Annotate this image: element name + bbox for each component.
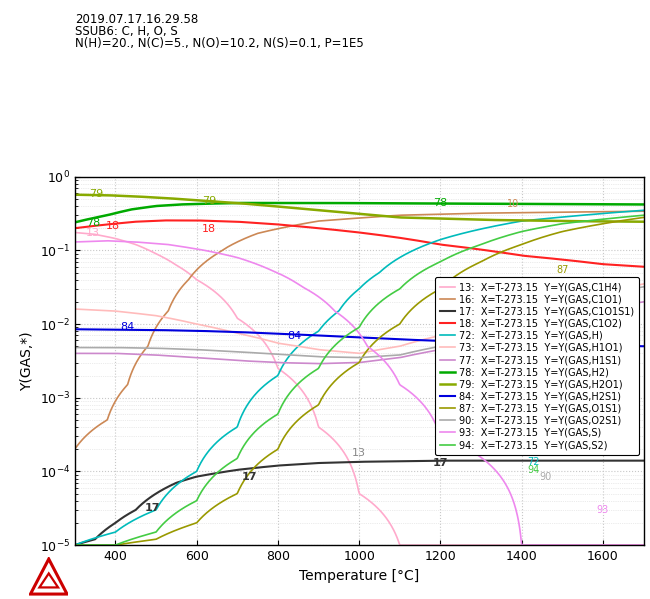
Text: 78: 78: [434, 198, 447, 208]
Text: 72: 72: [528, 457, 540, 467]
Text: 17: 17: [144, 503, 160, 513]
Text: 13: 13: [352, 447, 366, 458]
Text: 84: 84: [287, 331, 301, 341]
Text: 93: 93: [508, 447, 519, 458]
Text: 18: 18: [202, 224, 216, 234]
Text: 17: 17: [433, 458, 448, 468]
X-axis label: Temperature [°C]: Temperature [°C]: [299, 568, 419, 582]
Text: 79: 79: [202, 196, 216, 206]
Text: 13: 13: [86, 228, 100, 238]
Text: 17: 17: [242, 471, 257, 482]
Text: 84: 84: [120, 322, 135, 332]
Text: 2019.07.17.16.29.58: 2019.07.17.16.29.58: [75, 13, 198, 26]
Text: 90: 90: [540, 471, 552, 482]
Text: 78: 78: [86, 218, 100, 228]
Text: 18: 18: [107, 221, 120, 231]
Text: SSUB6: C, H, O, S: SSUB6: C, H, O, S: [75, 25, 177, 38]
Text: N(H)=20., N(C)=5., N(O)=10.2, N(S)=0.1, P=1E5: N(H)=20., N(C)=5., N(O)=10.2, N(S)=0.1, …: [75, 37, 363, 50]
Y-axis label: Y(GAS,*): Y(GAS,*): [20, 331, 34, 391]
Text: 87: 87: [556, 265, 569, 274]
Text: 79: 79: [89, 189, 103, 199]
Text: 10: 10: [508, 199, 519, 209]
Legend: 13:  X=T-273.15  Y=Y(GAS,C1H4), 16:  X=T-273.15  Y=Y(GAS,C1O1), 17:  X=T-273.15 : 13: X=T-273.15 Y=Y(GAS,C1H4), 16: X=T-27…: [436, 277, 639, 455]
Text: 94: 94: [528, 465, 540, 475]
Text: 93: 93: [597, 505, 609, 515]
